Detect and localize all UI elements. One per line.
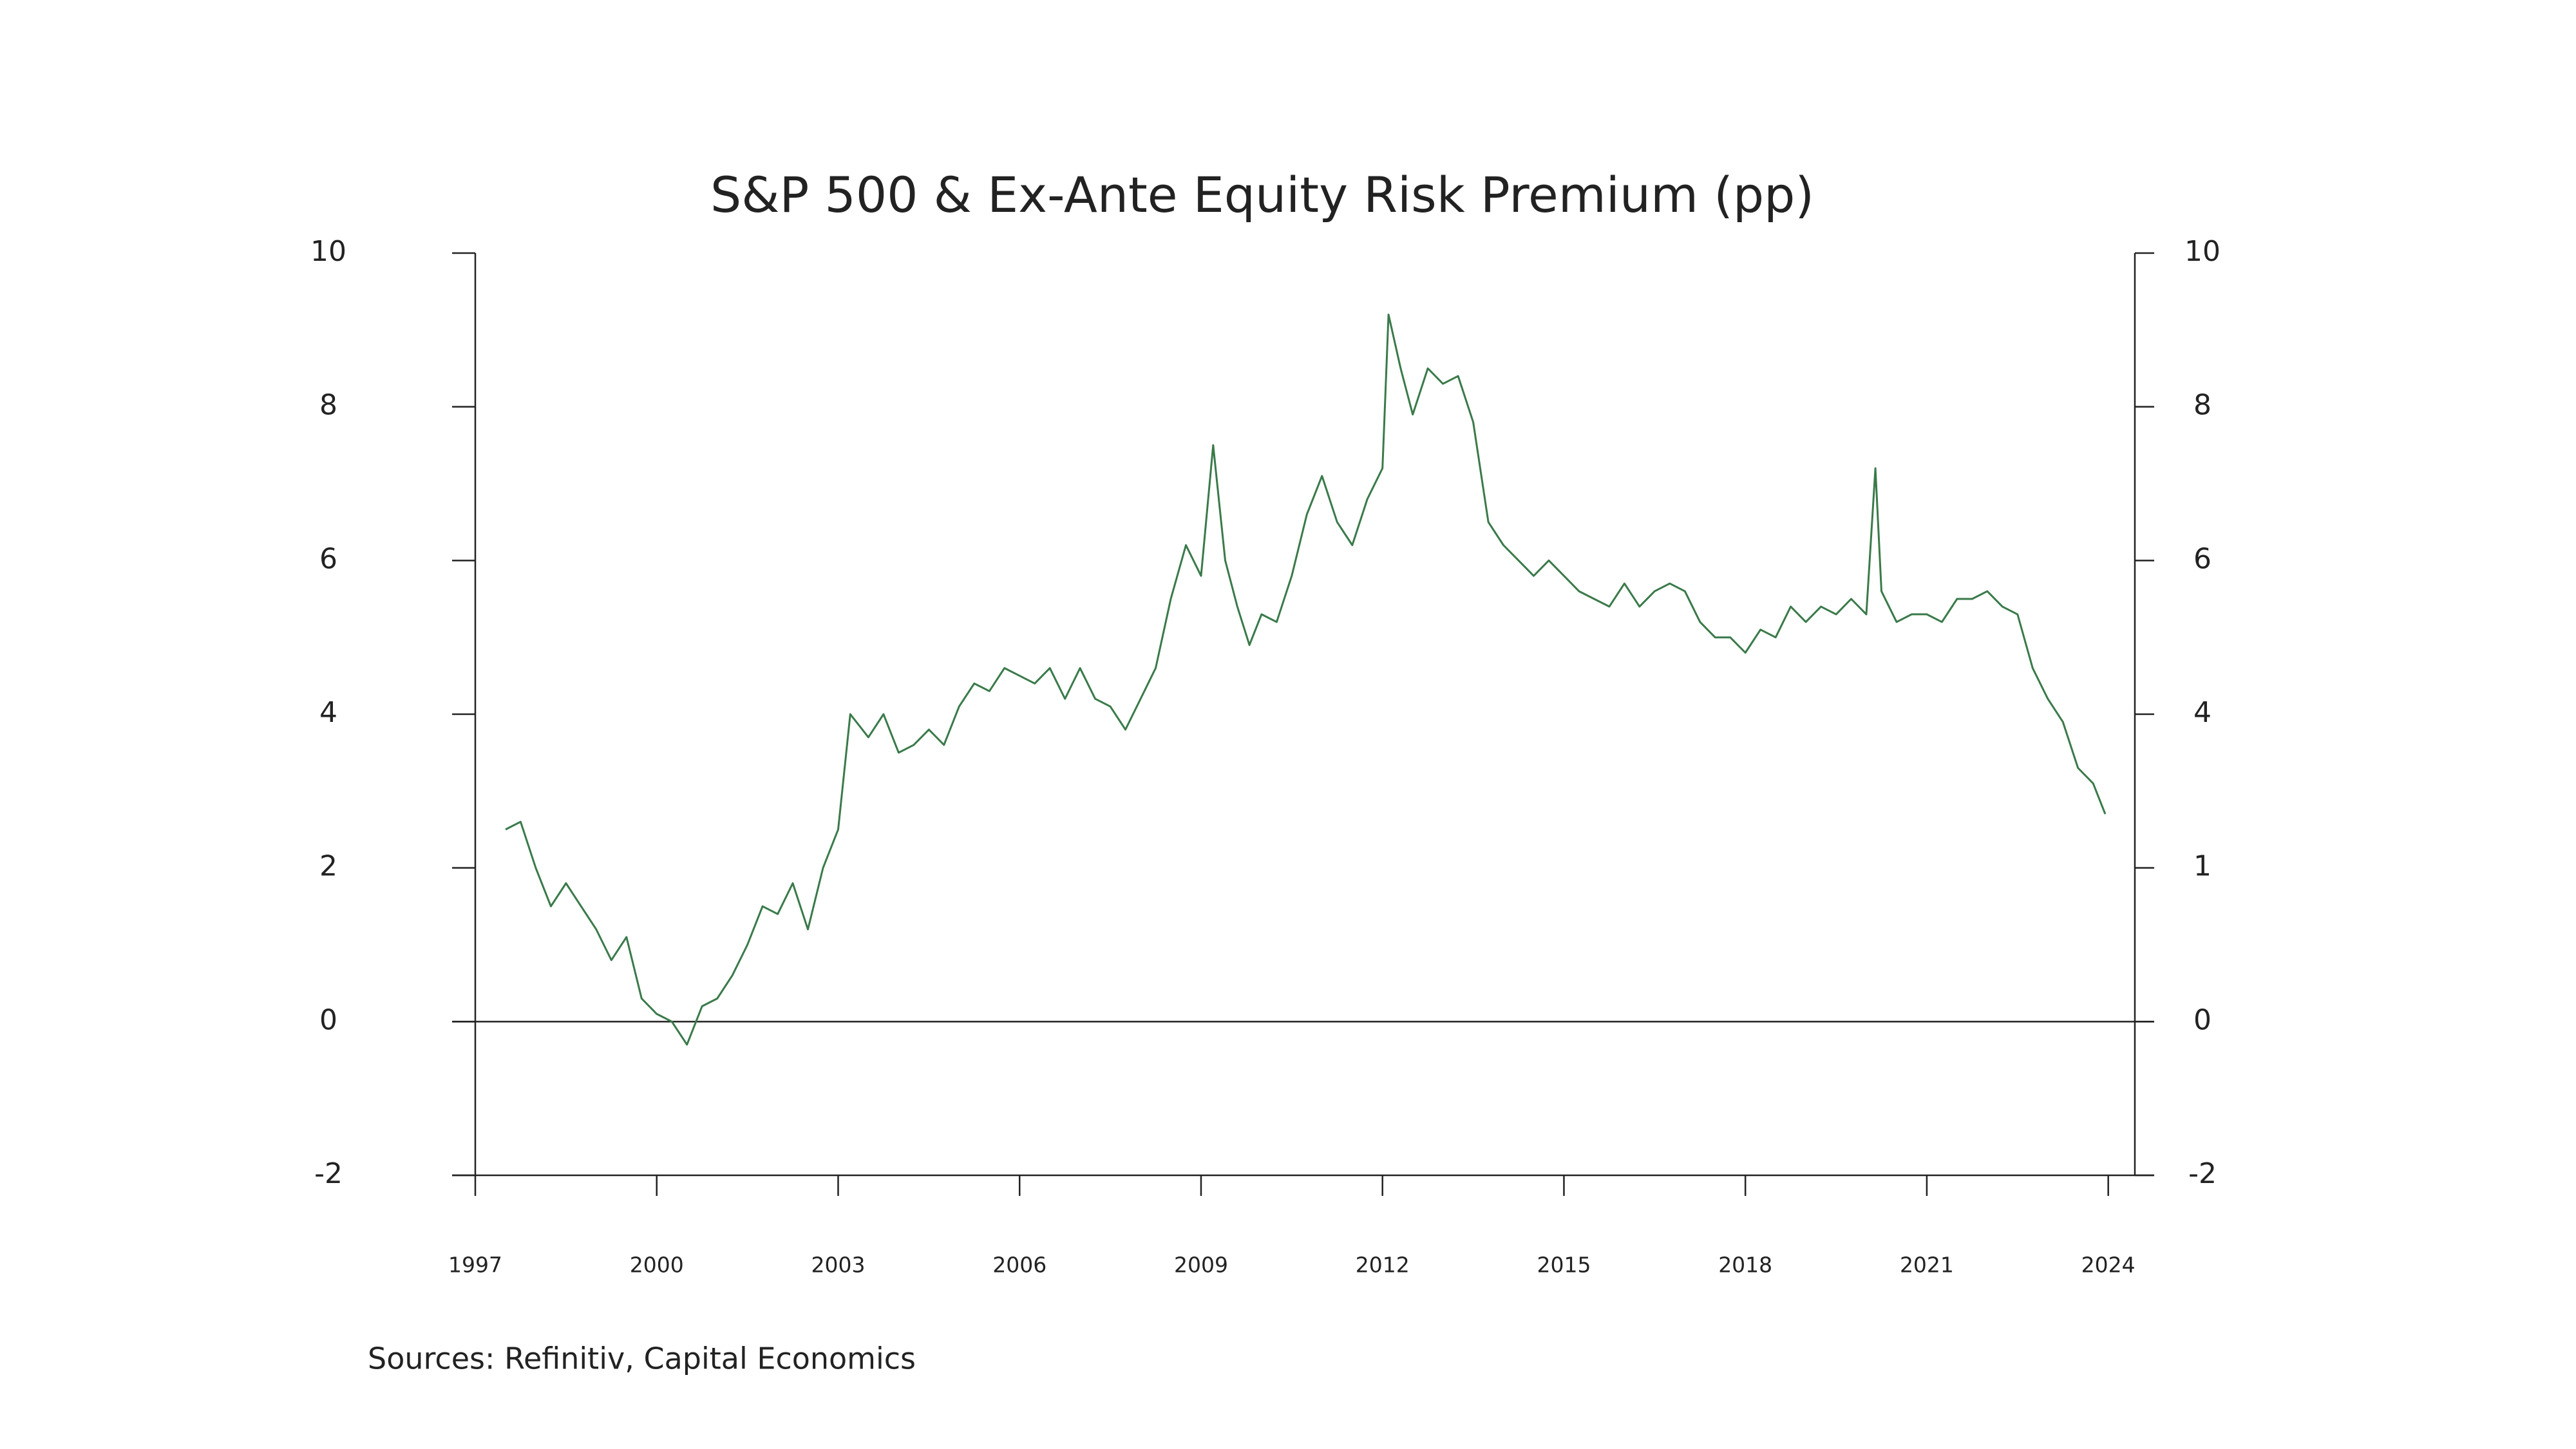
chart-title: S&P 500 & Ex-Ante Equity Risk Premium (p… bbox=[710, 166, 1814, 223]
x-tick-label: 1997 bbox=[448, 1253, 502, 1278]
y-tick-label: 2 bbox=[319, 850, 337, 883]
x-tick-label: 2009 bbox=[1174, 1253, 1228, 1278]
x-tick-label: 2015 bbox=[1537, 1253, 1591, 1278]
y-tick-label: 4 bbox=[319, 696, 337, 729]
x-tick-label: 2018 bbox=[1718, 1253, 1772, 1278]
y-tick-label: -2 bbox=[314, 1157, 343, 1190]
x-tick-label: 2012 bbox=[1356, 1253, 1410, 1278]
x-tick-label: 2024 bbox=[2081, 1253, 2136, 1278]
y-tick-label: 10 bbox=[310, 235, 346, 268]
y2-tick-label: 1 bbox=[2193, 850, 2211, 883]
y-tick-label: 8 bbox=[319, 389, 337, 422]
x-tick-label: 2006 bbox=[992, 1253, 1046, 1278]
y2-tick-label: -2 bbox=[2188, 1157, 2217, 1190]
x-tick-label: 2003 bbox=[811, 1253, 865, 1278]
data-line bbox=[505, 314, 2107, 1046]
y-tick-label: 6 bbox=[319, 542, 337, 575]
y2-tick-label: 0 bbox=[2193, 1003, 2211, 1036]
x-tick-label: 2021 bbox=[1900, 1253, 1954, 1278]
y2-tick-label: 6 bbox=[2193, 542, 2211, 575]
y-tick-label: 0 bbox=[319, 1003, 337, 1036]
source-note: Sources: Refinitiv, Capital Economics bbox=[368, 1341, 916, 1376]
y2-tick-label: 4 bbox=[2193, 696, 2211, 729]
y2-tick-label: 10 bbox=[2184, 235, 2221, 268]
y2-tick-label: 8 bbox=[2193, 389, 2211, 422]
x-tick-label: 2000 bbox=[630, 1253, 684, 1278]
